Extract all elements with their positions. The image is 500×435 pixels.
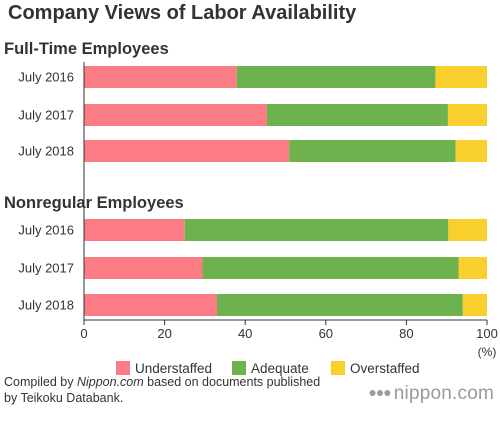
bar-overstaffed bbox=[455, 140, 487, 162]
category-label: July 2018 bbox=[18, 144, 74, 159]
source-suffix: based on documents published bbox=[143, 375, 321, 389]
legend-swatch-understaffed bbox=[116, 361, 130, 375]
x-tick-label: 100 bbox=[476, 326, 498, 341]
legend-swatch-overstaffed bbox=[331, 361, 345, 375]
category-label: July 2016 bbox=[18, 223, 74, 238]
x-tick-label: 20 bbox=[157, 326, 171, 341]
category-label: July 2018 bbox=[18, 298, 74, 313]
bar-adequate bbox=[202, 257, 459, 279]
bar-adequate bbox=[236, 66, 436, 88]
category-label: July 2016 bbox=[18, 70, 74, 85]
bar-understaffed bbox=[84, 219, 185, 241]
bar-adequate bbox=[184, 219, 449, 241]
bar-understaffed bbox=[84, 257, 203, 279]
legend-swatch-adequate bbox=[232, 361, 246, 375]
bar-understaffed bbox=[84, 140, 290, 162]
bar-adequate bbox=[216, 294, 463, 316]
source-name: Nippon.com bbox=[76, 375, 144, 389]
bar-overstaffed bbox=[458, 257, 487, 279]
x-axis-unit: (%) bbox=[478, 345, 497, 359]
x-tick-label: 80 bbox=[399, 326, 413, 341]
bar-adequate bbox=[266, 104, 448, 126]
legend-label-overstaffed: Overstaffed bbox=[350, 361, 420, 376]
bar-overstaffed bbox=[435, 66, 487, 88]
category-label: July 2017 bbox=[18, 261, 74, 276]
logo-dots-icon: ●●● bbox=[368, 384, 391, 400]
legend-label-adequate: Adequate bbox=[251, 361, 309, 376]
source-note: Compiled by Nippon.com based on document… bbox=[4, 374, 320, 406]
bar-overstaffed bbox=[448, 219, 487, 241]
x-tick-label: 40 bbox=[238, 326, 252, 341]
bar-understaffed bbox=[84, 294, 217, 316]
panel-title-1: Full-Time Employees bbox=[4, 40, 169, 58]
stacked-bar-chart: Full-Time Employees July 2016 July 2017 Jul… bbox=[4, 40, 498, 376]
logo-text: nippon.com bbox=[393, 383, 494, 404]
bar-overstaffed bbox=[462, 294, 487, 316]
x-tick-label: 60 bbox=[319, 326, 333, 341]
category-label: July 2017 bbox=[18, 108, 74, 123]
source-line-2: by Teikoku Databank. bbox=[4, 391, 124, 405]
legend-label-understaffed: Understaffed bbox=[135, 361, 212, 376]
bar-overstaffed bbox=[447, 104, 487, 126]
chart-title: Company Views of Labor Availability bbox=[8, 2, 357, 24]
bar-understaffed bbox=[84, 104, 267, 126]
source-prefix: Compiled by bbox=[4, 375, 77, 389]
bar-adequate bbox=[289, 140, 456, 162]
x-tick-label: 0 bbox=[80, 326, 87, 341]
nippon-logo: ●●● nippon.com bbox=[368, 383, 494, 405]
panel-title-2: Nonregular Employees bbox=[4, 194, 184, 212]
bar-understaffed bbox=[84, 66, 237, 88]
